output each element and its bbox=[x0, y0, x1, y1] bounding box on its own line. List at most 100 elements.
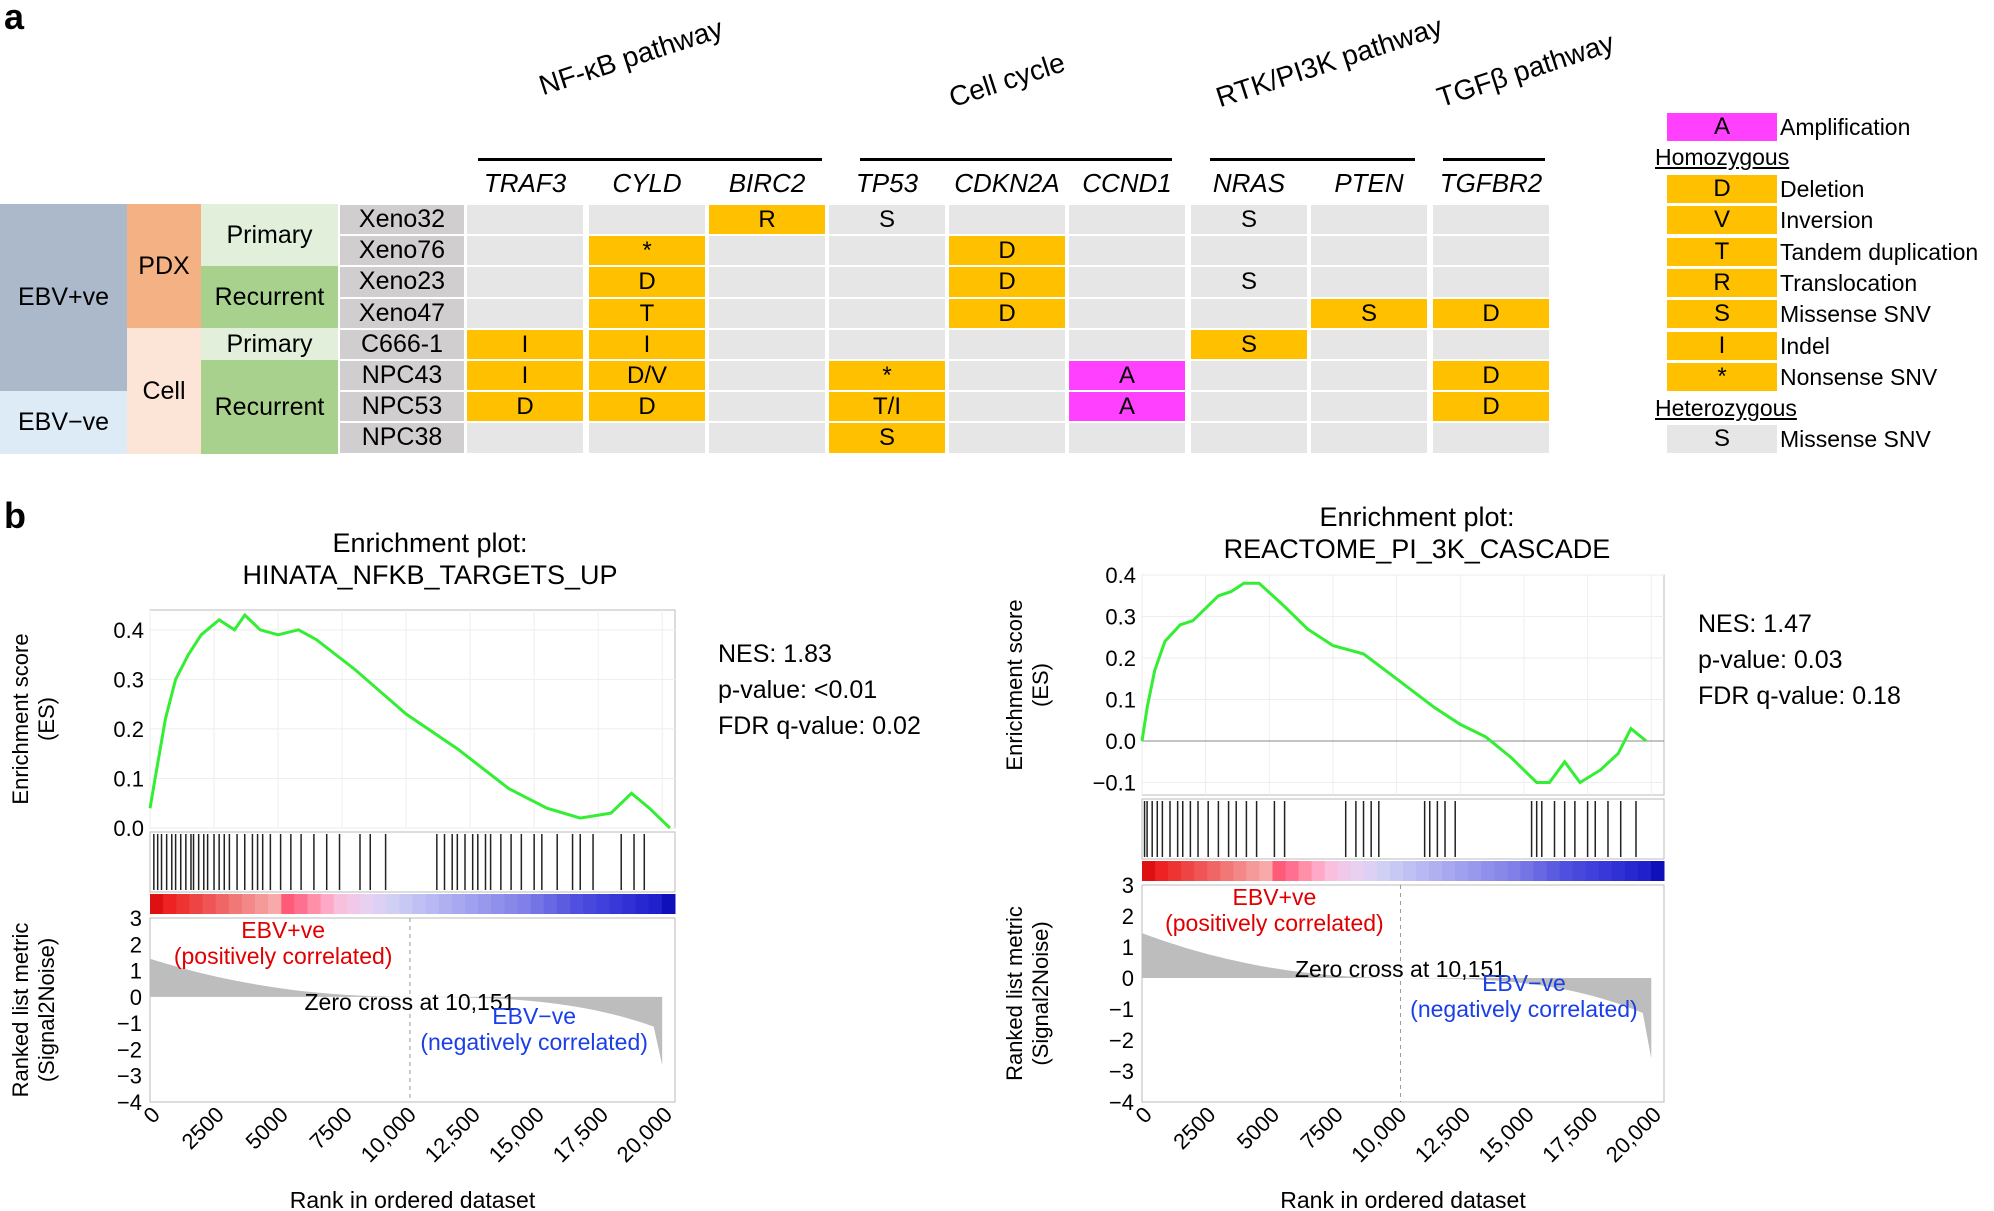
xtick-label: 15,000 bbox=[484, 1102, 549, 1167]
matrix-cell: D bbox=[1433, 361, 1549, 391]
xtick-label: 7500 bbox=[1296, 1102, 1348, 1154]
matrix-cell bbox=[1433, 423, 1549, 453]
metric-colorbar-segment bbox=[1442, 861, 1456, 881]
sample-label-xeno23: Xeno23 bbox=[340, 267, 464, 297]
metric-colorbar-segment bbox=[360, 894, 374, 914]
metric-colorbar-segment bbox=[189, 894, 203, 914]
plot-subtitle: HINATA_NFKB_TARGETS_UP bbox=[242, 560, 617, 590]
metric-colorbar-segment bbox=[451, 894, 466, 914]
metric-colorbar-segment bbox=[622, 894, 637, 914]
matrix-cell: I bbox=[589, 329, 705, 359]
es-ytick-label: 0.0 bbox=[113, 816, 144, 841]
legend-box-deletion: D bbox=[1667, 175, 1777, 203]
zero-cross-label: Zero cross at 10,151 bbox=[1295, 956, 1506, 982]
legend-box-nonsense-snv: * bbox=[1667, 362, 1777, 391]
stat-line: p-value: 0.03 bbox=[1698, 646, 1843, 674]
xtick-label: 7500 bbox=[305, 1102, 357, 1154]
xtick-label: 17,500 bbox=[1537, 1102, 1602, 1167]
metric-colorbar-segment bbox=[1350, 861, 1365, 881]
legend-label-tandem-duplication: Tandem duplication bbox=[1780, 238, 1979, 265]
es-ylabel-line1: Enrichment score bbox=[1002, 599, 1027, 770]
metric-colorbar-segment bbox=[517, 894, 532, 914]
gene-label-tgfbr2: TGFBR2 bbox=[1439, 168, 1543, 198]
xtick-label: 12,500 bbox=[420, 1102, 485, 1167]
metric-colorbar-segment bbox=[268, 894, 282, 914]
pathway-line-tgfb bbox=[1443, 158, 1545, 161]
matrix-cell: S bbox=[829, 423, 945, 453]
legend-homozygous-title: Homozygous bbox=[1655, 144, 1790, 170]
matrix-cell: I bbox=[467, 329, 583, 359]
metric-colorbar-segment bbox=[1559, 861, 1574, 881]
matrix-cell bbox=[1311, 392, 1427, 422]
matrix-cell bbox=[589, 205, 705, 235]
metric-colorbar-segment bbox=[1494, 861, 1508, 881]
matrix-cell bbox=[709, 298, 825, 328]
metric-colorbar-segment bbox=[1168, 861, 1182, 881]
xtick-label: 12,500 bbox=[1410, 1102, 1475, 1167]
group-pdx: PDX bbox=[127, 204, 201, 328]
legend-heterozygous-title: Heterozygous bbox=[1655, 395, 1797, 421]
sample-label-xeno47: Xeno47 bbox=[340, 298, 464, 328]
pos-label: EBV+ve bbox=[241, 917, 325, 943]
metric-ylabel-line2: (Signal2Noise) bbox=[34, 938, 59, 1082]
xtick-label: 20,000 bbox=[1601, 1102, 1666, 1167]
xtick-label: 10,000 bbox=[1346, 1102, 1411, 1167]
matrix-cell: S bbox=[1191, 205, 1307, 235]
group-pdx-recurrent: Recurrent bbox=[201, 266, 338, 328]
matrix-cell bbox=[1433, 205, 1549, 235]
metric-ytick-label: −4 bbox=[117, 1090, 142, 1115]
matrix-cell bbox=[949, 329, 1065, 359]
gene-label-nras: NRAS bbox=[1212, 168, 1286, 198]
gene-label-cdkn2a: CDKN2A bbox=[954, 168, 1060, 198]
xtick-label: 10,000 bbox=[356, 1102, 421, 1167]
legend-label-het-missense: Missense SNV bbox=[1780, 426, 1931, 452]
zero-cross-label: Zero cross at 10,151 bbox=[304, 989, 515, 1015]
metric-colorbar-segment bbox=[1546, 861, 1561, 881]
metric-colorbar-segment bbox=[478, 894, 492, 914]
legend-box-inversion: V bbox=[1667, 206, 1777, 235]
metric-colorbar-segment bbox=[648, 894, 663, 914]
matrix-cell: A bbox=[1069, 392, 1185, 422]
pathway-line-rtk bbox=[1210, 158, 1415, 161]
metric-colorbar-segment bbox=[1246, 861, 1260, 881]
neg-label-sub: (negatively correlated) bbox=[1410, 996, 1638, 1022]
matrix-cell bbox=[1311, 423, 1427, 453]
legend-box-indel: I bbox=[1667, 331, 1777, 360]
matrix-cell bbox=[1069, 423, 1185, 453]
stat-line: NES: 1.47 bbox=[1698, 610, 1812, 638]
gene-label-traf3: TRAF3 bbox=[483, 168, 567, 198]
pathway-title-cell-cycle: Cell cycle bbox=[945, 46, 1069, 114]
metric-colorbar-segment bbox=[1624, 861, 1639, 881]
es-ytick-label: 0.2 bbox=[113, 717, 144, 742]
neg-label: EBV−ve bbox=[492, 1003, 576, 1029]
stat-line: FDR q-value: 0.02 bbox=[718, 712, 921, 740]
matrix-cell bbox=[467, 205, 583, 235]
xlabel: Rank in ordered dataset bbox=[290, 1187, 536, 1210]
matrix-cell bbox=[1311, 236, 1427, 266]
metric-colorbar-segment bbox=[530, 894, 545, 914]
matrix-cell bbox=[467, 423, 583, 453]
metric-colorbar-segment bbox=[491, 894, 505, 914]
metric-colorbar-segment bbox=[307, 894, 322, 914]
metric-colorbar-segment bbox=[438, 894, 453, 914]
metric-colorbar-segment bbox=[1637, 861, 1652, 881]
es-ytick-label: 0.0 bbox=[1105, 729, 1136, 754]
matrix-cell bbox=[709, 423, 825, 453]
metric-colorbar-segment bbox=[399, 894, 413, 914]
metric-colorbar-segment bbox=[176, 894, 190, 914]
metric-colorbar-segment bbox=[228, 894, 243, 914]
matrix-cell bbox=[949, 423, 1065, 453]
matrix-cell bbox=[709, 361, 825, 391]
matrix-cell: D bbox=[949, 267, 1065, 297]
gsea-plot-right: Enrichment plot:REACTOME_PI_3K_CASCADE −0… bbox=[1002, 502, 1901, 1210]
sample-label-xeno76: Xeno76 bbox=[340, 236, 464, 266]
matrix-cell bbox=[1191, 361, 1307, 391]
legend-label-nonsense-snv: Nonsense SNV bbox=[1780, 363, 1938, 390]
metric-ytick-label: −3 bbox=[117, 1064, 142, 1089]
group-cell-primary: Primary bbox=[201, 328, 338, 360]
legend-box-tandem-duplication: T bbox=[1667, 237, 1777, 266]
metric-colorbar-segment bbox=[1481, 861, 1495, 881]
matrix-cell: S bbox=[1311, 298, 1427, 328]
xtick-label: 5000 bbox=[241, 1102, 293, 1154]
es-ytick-label: 0.1 bbox=[1105, 688, 1136, 713]
